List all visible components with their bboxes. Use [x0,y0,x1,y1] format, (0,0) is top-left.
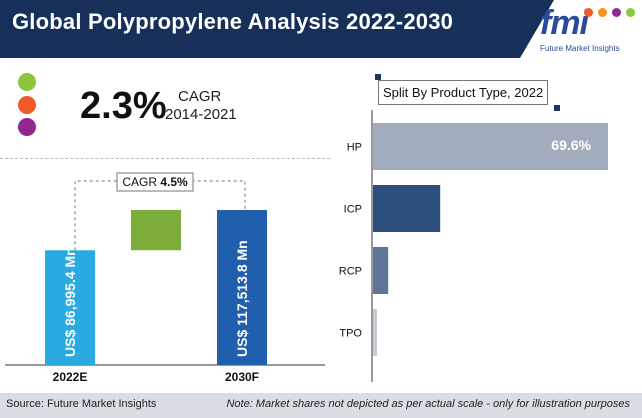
cagr-annotation-box [116,172,194,192]
split-title: Split By Product Type, 2022 [378,80,549,105]
logo-orange-dot [584,8,593,17]
y-tick-label-icp: ICP [344,204,362,216]
cagr-annotation: CAGR 4.5% [122,175,188,189]
page-title: Global Polypropylene Analysis 2022-2030 [12,9,454,34]
section-divider [0,158,330,159]
cagr-label: CAGR [178,88,222,105]
product-split-chart: HP 69.6% ICP RCP TPO [339,110,608,382]
fmi-logo: fmi Future Market Insights [540,4,636,56]
bar-2030f [217,210,267,365]
logo-purple-dot [612,8,621,17]
logo-text: fmi [540,4,589,42]
bar-hp [373,123,608,170]
cagr-annotation-value: 4.5% [160,175,188,189]
cagr-bracket [74,180,246,251]
growth-box [131,210,181,251]
cagr-period: 2014-2021 [165,106,237,123]
logo-green-dot [626,8,635,17]
logo-subtitle: Future Market Insights [540,44,620,53]
bar-tpo [373,309,377,356]
orange-dot [18,96,36,114]
bar-rcp [373,247,389,294]
bar-value-label-2030f: US$ 117,513.8 Mn [234,240,250,357]
cagr-annotation-label: CAGR [122,175,160,189]
purple-dot [18,118,36,136]
market-value-chart: US$ 86,995.4 Mn 2022E US$ 117,513.8 Mn 2030… [5,172,325,384]
bar-2022e [45,250,95,365]
footer-source: Source: Future Market Insights [6,398,157,410]
split-title-text: Split By Product Type, 2022 [383,85,544,100]
cagr-value: 2.3% [80,85,167,127]
x-tick-label-2022e: 2022E [53,370,88,384]
footer: Source: Future Market Insights Note: Mar… [0,393,642,418]
header-band: Global Polypropylene Analysis 2022-2030 [0,0,554,58]
header: Global Polypropylene Analysis 2022-2030 … [0,0,642,58]
y-tick-label-hp: HP [347,142,362,154]
bar-icp [373,185,441,232]
x-tick-label-2030f: 2030F [225,370,259,384]
y-tick-label-tpo: TPO [339,328,362,340]
y-tick-label-rcp: RCP [339,266,362,278]
logo-yellow-dot [598,8,607,17]
footer-note: Note: Market shares not depicted as per … [226,398,630,410]
bar-value-label-hp: 69.6% [551,137,591,153]
split-title-corner-tl [375,74,381,80]
split-title-corner-br [554,105,560,111]
bar-value-label-2022e: US$ 86,995.4 Mn [62,247,78,357]
green-dot [18,73,36,91]
